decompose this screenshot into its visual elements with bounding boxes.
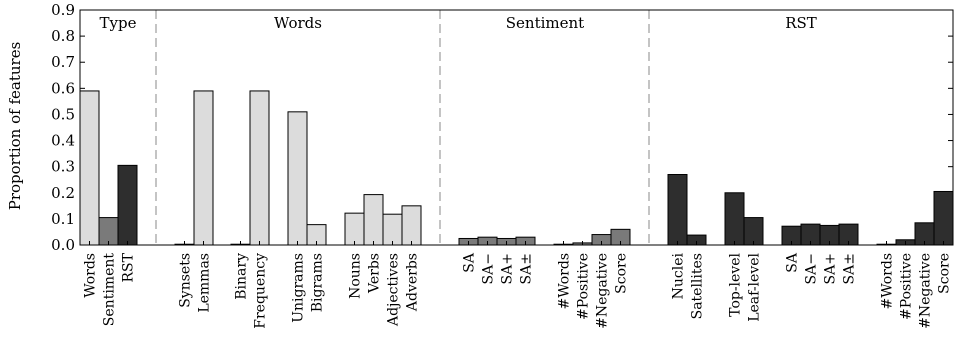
category-label: #Positive: [899, 253, 915, 320]
category-label: SA−: [481, 253, 497, 284]
category-label: SA+: [823, 253, 839, 284]
category-label: Sentiment: [102, 253, 118, 327]
y-tick-label: 0.2: [51, 184, 75, 202]
y-tick-label: 0.3: [51, 158, 75, 176]
category-label: Synsets: [178, 253, 194, 308]
section-title: RST: [785, 14, 817, 32]
bar: [933, 190, 954, 246]
bar: [79, 90, 100, 246]
plot-frame: [79, 9, 954, 246]
category-label: Verbs: [367, 253, 383, 294]
category-label: SA: [785, 252, 801, 273]
y-axis-title: Proportion of features: [6, 42, 24, 211]
y-tick-label: 0.0: [51, 236, 75, 254]
category-label: Nuclei: [671, 252, 687, 299]
bar: [667, 174, 688, 246]
category-label: Leaf-level: [747, 252, 763, 321]
bar: [743, 217, 764, 246]
bar: [382, 213, 403, 246]
category-label: Unigrams: [291, 253, 307, 323]
category-label: SA+: [500, 253, 516, 284]
category-label: #Negative: [595, 253, 611, 329]
section-title: Type: [100, 14, 137, 32]
category-label: Nouns: [348, 253, 364, 299]
y-tick-label: 0.7: [51, 53, 75, 71]
category-label: Satellites: [690, 253, 706, 319]
y-tick-label: 0.9: [51, 1, 75, 19]
category-label: Top-level: [728, 252, 744, 316]
category-label: Score: [937, 253, 953, 294]
category-label: SA±: [519, 253, 535, 284]
bar: [287, 111, 308, 246]
category-label: #Words: [557, 253, 573, 309]
category-label: SA−: [804, 253, 820, 284]
category-label: Frequency: [253, 253, 269, 329]
category-label: Lemmas: [197, 253, 213, 313]
bar: [344, 212, 365, 246]
category-label: #Positive: [576, 253, 592, 320]
category-label: SA: [462, 252, 478, 273]
category-label: #Words: [880, 253, 896, 309]
category-label: Score: [614, 253, 630, 294]
category-label: SA±: [842, 253, 858, 284]
y-tick-label: 0.6: [51, 79, 75, 97]
category-label: #Negative: [918, 253, 934, 329]
category-label: Bigrams: [310, 253, 326, 312]
y-tick-label: 0.1: [51, 210, 75, 228]
y-tick-label: 0.8: [51, 27, 75, 45]
bar: [98, 217, 119, 246]
section-title: Sentiment: [506, 14, 584, 32]
category-label: Binary: [234, 253, 250, 300]
bar: [401, 205, 422, 246]
section-title: Words: [274, 14, 322, 32]
category-label: RST: [121, 252, 137, 282]
bar: [724, 192, 745, 246]
y-tick-label: 0.5: [51, 105, 75, 123]
category-label: Words: [83, 253, 99, 298]
bar: [363, 194, 384, 246]
category-label: Adverbs: [405, 253, 421, 312]
y-tick-label: 0.4: [51, 132, 75, 150]
category-label: Adjectives: [386, 253, 402, 327]
bar: [193, 90, 214, 246]
bar: [117, 164, 138, 246]
bar: [249, 90, 270, 246]
